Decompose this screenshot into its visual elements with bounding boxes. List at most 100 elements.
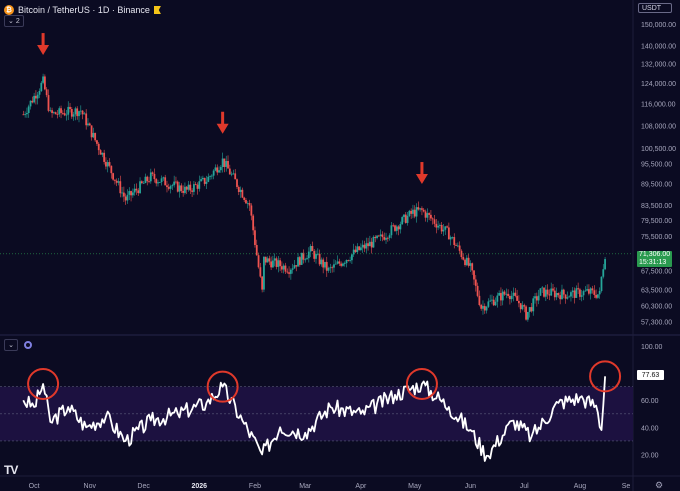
candle-body [121, 192, 123, 194]
candle-body [103, 152, 106, 162]
time-axis-label: Aug [574, 483, 587, 490]
candle-body [503, 291, 506, 295]
candle-body [101, 152, 104, 155]
candle-body [331, 267, 334, 269]
marker-arrow-head [37, 45, 50, 56]
indicator-settings-icon[interactable] [24, 341, 32, 349]
candle-body [171, 185, 174, 187]
candle-body [458, 245, 461, 251]
candle-body [440, 224, 443, 232]
indicators-collapse-badge[interactable]: ⌄ 2 [4, 15, 24, 27]
candle-body [280, 266, 283, 270]
candle-body [453, 237, 456, 245]
candle-body [577, 288, 580, 290]
rsi-value-tag: 77.63 [637, 370, 664, 380]
candle-body [462, 257, 465, 260]
time-axis-label: Se [622, 483, 631, 490]
candle-body [455, 244, 457, 246]
candle-body [451, 237, 454, 238]
candle-body [368, 241, 371, 247]
tradingview-logo[interactable]: TV [4, 463, 18, 477]
candle-body [144, 176, 147, 183]
candle-body [347, 260, 350, 261]
candle-body [33, 95, 36, 103]
candle-body [227, 161, 229, 169]
candle-body [525, 306, 527, 320]
candle-body [250, 205, 253, 216]
candle-body [237, 186, 240, 193]
candle-body [187, 184, 190, 190]
candle-body [105, 161, 107, 167]
candle-body [600, 276, 603, 291]
candle-body [471, 263, 474, 271]
indicator-count: 2 [15, 17, 20, 25]
candle-body [399, 224, 402, 230]
candle-body [419, 208, 422, 210]
candle-body [535, 296, 538, 301]
candle-body [433, 219, 436, 224]
candle-body [591, 288, 594, 291]
candle-body [22, 114, 25, 116]
candle-body [485, 306, 488, 311]
price-scale-label: 67,500.00 [641, 269, 672, 276]
currency-selector[interactable]: USDT [638, 3, 672, 13]
gear-icon[interactable]: ⚙ [655, 480, 664, 490]
candle-body [239, 189, 242, 193]
candle-body [383, 237, 386, 240]
candle-body [108, 162, 111, 166]
candle-body [96, 140, 98, 144]
candle-body [203, 177, 206, 184]
candle-body [376, 235, 378, 239]
candle-body [72, 114, 75, 117]
candle-body [492, 299, 495, 306]
flag-icon[interactable] [153, 6, 161, 14]
candle-body [474, 279, 477, 286]
pane-collapse-button[interactable]: ⌄ [4, 339, 18, 351]
candle-body [61, 112, 64, 114]
candle-body [198, 181, 201, 189]
candle-body [548, 294, 551, 296]
candle-body [537, 295, 540, 301]
candle-body [65, 114, 68, 116]
candle-body [593, 290, 596, 295]
candle-body [309, 245, 312, 252]
candle-body [124, 196, 127, 201]
candle-body [201, 177, 204, 180]
candle-body [352, 249, 355, 255]
symbol-title: Bitcoin / TetherUS · 1D · Binance [18, 5, 150, 15]
candle-body [333, 264, 335, 268]
candle-body [268, 258, 271, 262]
candle-body [153, 173, 156, 180]
candle-body [286, 271, 289, 273]
candle-body [444, 226, 447, 230]
candle-body [236, 179, 238, 187]
candle-body [277, 260, 280, 267]
candle-body [221, 158, 224, 168]
candle-body [325, 261, 328, 271]
candle-body [169, 186, 172, 189]
candle-body [216, 167, 219, 173]
bitcoin-icon: ₿ [4, 5, 14, 15]
candle-body [489, 300, 492, 302]
candle-body [351, 254, 353, 261]
candle-body [379, 234, 382, 236]
candle-body [200, 179, 202, 182]
candle-body [81, 110, 84, 115]
rsi-scale-label: 60.00 [641, 398, 659, 405]
candle-body [40, 82, 43, 91]
candle-body [115, 180, 118, 183]
candle-body [87, 123, 89, 126]
candle-body [212, 170, 215, 176]
candle-body [501, 291, 504, 301]
candle-body [428, 213, 431, 215]
candle-body [210, 175, 213, 177]
price-scale-label: 140,000.00 [641, 43, 676, 50]
symbol-header[interactable]: ₿ Bitcoin / TetherUS · 1D · Binance [4, 2, 161, 18]
candle-body [300, 252, 303, 265]
candle-body [49, 110, 52, 112]
price-scale-label: 124,000.00 [641, 81, 676, 88]
candle-body [553, 290, 556, 298]
time-axis-label: 2026 [192, 483, 208, 490]
candle-body [318, 253, 321, 265]
